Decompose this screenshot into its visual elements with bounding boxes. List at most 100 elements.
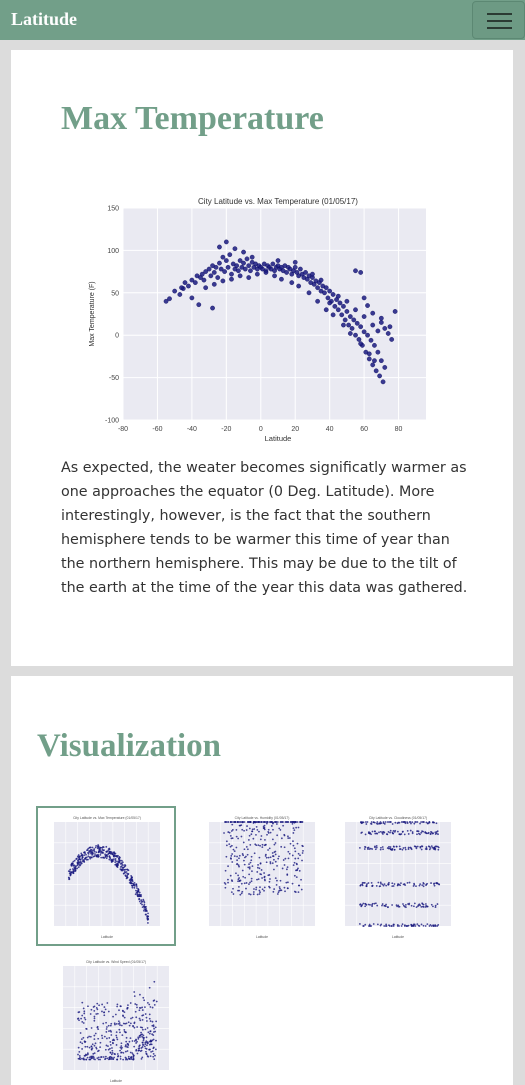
thumb-data-point <box>141 1014 144 1017</box>
thumb-data-point <box>129 1051 132 1054</box>
thumb-data-point <box>242 875 245 878</box>
thumbnail-humidity[interactable]: City Latitude vs. Humidity (01/05/17) Lat… <box>193 808 333 948</box>
data-point <box>377 373 382 379</box>
thumb-data-point <box>413 845 416 848</box>
x-tick-label: -80 <box>118 426 128 433</box>
thumb-data-point <box>416 830 419 833</box>
thumbnail-wind-speed[interactable]: City Latitude vs. Wind Speed (01/05/17) L… <box>47 952 187 1085</box>
thumb-data-point <box>361 883 364 886</box>
data-point <box>220 278 226 284</box>
thumb-data-point <box>237 874 240 877</box>
thumb-data-point <box>90 856 93 859</box>
thumb-plot-area <box>54 822 160 926</box>
thumb-data-point <box>94 1032 97 1035</box>
x-tick-label: -40 <box>187 426 197 433</box>
thumb-data-point <box>385 833 388 835</box>
thumb-data-point <box>94 853 96 855</box>
thumb-data-point <box>148 1043 151 1046</box>
thumb-data-point <box>137 1036 140 1039</box>
thumb-data-point <box>126 1042 129 1045</box>
data-point <box>203 285 209 291</box>
thumb-data-point <box>402 904 405 907</box>
thumb-data-point <box>397 905 400 908</box>
thumbnail-max-temperature[interactable]: City Latitude vs. Max Temperature (01/05… <box>36 806 176 946</box>
thumb-data-point <box>241 828 244 831</box>
thumb-data-point <box>241 821 244 824</box>
thumb-data-point <box>416 845 419 848</box>
thumb-data-point <box>120 859 123 862</box>
thumb-data-point <box>96 1012 99 1015</box>
thumb-data-point <box>302 849 304 852</box>
thumb-data-point <box>102 1022 105 1025</box>
thumb-data-point <box>404 848 407 851</box>
thumb-data-point <box>97 1056 100 1059</box>
thumb-data-point <box>291 822 294 825</box>
thumb-chart-title: City Latitude vs. Cloudiness (01/05/17) <box>369 816 427 820</box>
thumb-data-point <box>146 1055 149 1057</box>
thumb-data-point <box>90 1045 93 1048</box>
thumb-data-point <box>391 847 394 850</box>
thumb-data-point <box>419 904 421 907</box>
thumb-data-point <box>376 904 379 907</box>
data-point <box>217 244 222 250</box>
thumb-data-point <box>91 849 94 852</box>
thumb-data-point <box>295 869 297 872</box>
thumb-data-point <box>104 1008 107 1011</box>
thumb-data-point <box>130 875 133 877</box>
thumb-data-point <box>387 906 389 909</box>
thumb-data-point <box>76 1017 79 1020</box>
thumb-data-point <box>111 1056 113 1059</box>
thumb-data-point <box>296 842 299 845</box>
thumb-data-point <box>78 861 81 864</box>
data-point <box>378 320 384 325</box>
thumb-data-point <box>271 838 274 841</box>
thumb-data-point <box>69 868 72 871</box>
data-point <box>284 270 289 275</box>
thumb-data-point <box>93 1019 96 1022</box>
thumb-data-point <box>392 885 395 887</box>
data-point <box>378 358 384 363</box>
thumb-data-point <box>67 876 70 879</box>
thumb-data-point <box>97 844 100 846</box>
thumb-data-point <box>269 861 272 863</box>
thumbnail-cloudiness[interactable]: City Latitude vs. Cloudiness (01/05/17) L… <box>329 808 469 948</box>
thumb-data-point <box>245 855 247 858</box>
thumb-data-point <box>287 857 290 860</box>
thumb-data-point <box>152 1055 155 1058</box>
thumb-data-point <box>100 1056 103 1058</box>
data-point <box>292 265 298 270</box>
thumb-data-point <box>145 905 147 908</box>
thumb-data-point <box>94 1058 96 1061</box>
thumb-data-point <box>430 845 433 848</box>
thumb-data-point <box>140 1031 142 1034</box>
thumb-data-point <box>425 883 428 886</box>
hamburger-menu-icon[interactable] <box>472 1 525 39</box>
thumb-data-point <box>109 857 112 860</box>
thumb-data-point <box>390 925 393 927</box>
thumb-data-point <box>263 876 266 879</box>
thumb-data-point <box>143 903 146 906</box>
thumb-plot-area <box>345 822 451 926</box>
data-point <box>370 362 376 368</box>
thumb-data-point <box>411 832 414 835</box>
thumb-data-point <box>386 821 389 823</box>
thumb-data-point <box>430 903 433 906</box>
thumb-data-point <box>131 876 133 879</box>
thumb-data-point <box>137 1047 140 1050</box>
thumb-data-point <box>82 1007 85 1010</box>
thumbnail-cloudiness-plot: City Latitude vs. Cloudiness (01/05/17) L… <box>345 816 451 939</box>
thumb-data-point <box>364 902 366 905</box>
navbar-brand[interactable]: Latitude <box>11 9 78 29</box>
thumb-data-point <box>225 844 228 847</box>
thumb-data-point <box>263 844 266 847</box>
thumb-data-point <box>276 834 279 837</box>
thumb-data-point <box>398 925 400 927</box>
thumb-data-point <box>99 847 101 850</box>
thumb-data-point <box>426 923 429 926</box>
thumb-data-point <box>229 834 232 837</box>
x-tick-label: 60 <box>360 426 368 433</box>
thumb-data-point <box>257 864 259 866</box>
thumb-data-point <box>417 924 420 927</box>
thumb-data-point <box>423 821 425 823</box>
thumb-data-point <box>256 893 259 896</box>
